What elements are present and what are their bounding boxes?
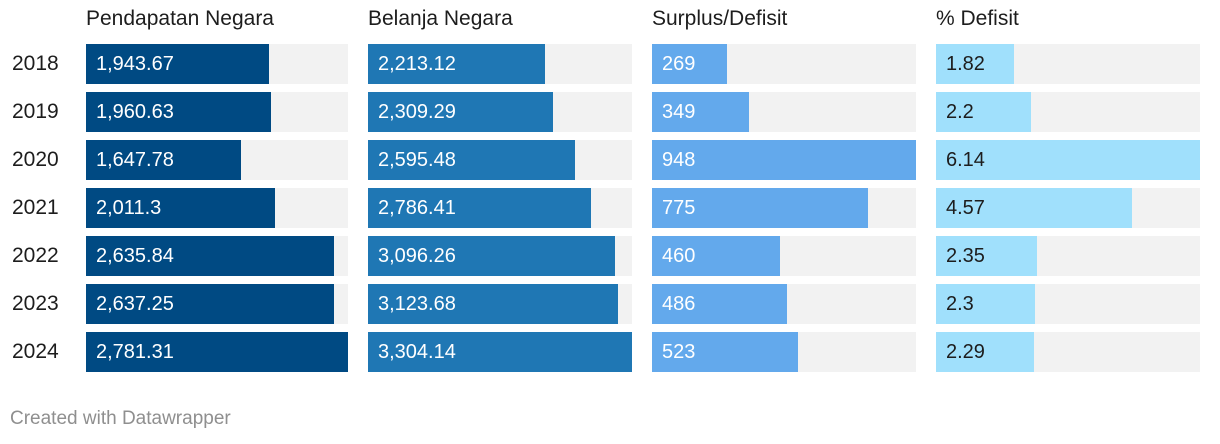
bar-value-label: 948 — [662, 149, 696, 171]
bar-belanja-negara-2018 — [368, 44, 545, 84]
bar-defisit-2024 — [936, 332, 1034, 372]
bar-value-label: 6.14 — [946, 149, 985, 171]
year-label-2023: 2023 — [12, 292, 59, 315]
bar-value-label: 2,637.25 — [96, 293, 174, 315]
bar-surplus-defisit-2019 — [652, 92, 749, 132]
bar-belanja-negara-2019 — [368, 92, 553, 132]
column-header-pendapatan-negara: Pendapatan Negara — [86, 7, 274, 30]
bar-surplus-defisit-2024 — [652, 332, 798, 372]
bar-value-label: 349 — [662, 101, 696, 123]
bar-defisit-2018 — [936, 44, 1014, 84]
bar-surplus-defisit-2020 — [652, 140, 916, 180]
bar-defisit-2020 — [936, 140, 1200, 180]
bar-track: 2.3 — [936, 284, 1200, 324]
bar-value-label: 2,213.12 — [378, 53, 456, 75]
bar-pendapatan-negara-2020 — [86, 140, 241, 180]
datawrapper-credit: Created with Datawrapper — [10, 408, 231, 429]
bar-track: 948 — [652, 140, 916, 180]
bar-track: 2,309.29 — [368, 92, 632, 132]
bar-value-label: 1,960.63 — [96, 101, 174, 123]
bar-value-label: 2,781.31 — [96, 341, 174, 363]
year-label-2022: 2022 — [12, 244, 59, 267]
bar-value-label: 775 — [662, 197, 696, 219]
bar-track: 3,096.26 — [368, 236, 632, 276]
year-label-2021: 2021 — [12, 196, 59, 219]
bar-value-label: 1,647.78 — [96, 149, 174, 171]
bar-track: 1,943.67 — [86, 44, 348, 84]
bar-surplus-defisit-2018 — [652, 44, 727, 84]
bar-track: 2,637.25 — [86, 284, 348, 324]
bar-track: 4.57 — [936, 188, 1200, 228]
bar-track: 2.2 — [936, 92, 1200, 132]
bar-pendapatan-negara-2023 — [86, 284, 334, 324]
bar-belanja-negara-2021 — [368, 188, 591, 228]
bar-defisit-2019 — [936, 92, 1031, 132]
bar-surplus-defisit-2022 — [652, 236, 780, 276]
bar-track: 1,647.78 — [86, 140, 348, 180]
bar-belanja-negara-2024 — [368, 332, 632, 372]
bar-value-label: 2.29 — [946, 341, 985, 363]
bar-value-label: 2.2 — [946, 101, 974, 123]
bar-value-label: 2,011.3 — [96, 197, 162, 219]
bar-value-label: 3,304.14 — [378, 341, 456, 363]
bar-value-label: 2,635.84 — [96, 245, 174, 267]
bar-track: 2,786.41 — [368, 188, 632, 228]
bar-track: 486 — [652, 284, 916, 324]
bar-pendapatan-negara-2024 — [86, 332, 348, 372]
bar-value-label: 2,786.41 — [378, 197, 456, 219]
bar-surplus-defisit-2021 — [652, 188, 868, 228]
bar-track: 3,304.14 — [368, 332, 632, 372]
bar-track: 775 — [652, 188, 916, 228]
bar-belanja-negara-2023 — [368, 284, 618, 324]
bar-value-label: 4.57 — [946, 197, 985, 219]
bar-track: 460 — [652, 236, 916, 276]
year-label-2019: 2019 — [12, 100, 59, 123]
bar-track: 269 — [652, 44, 916, 84]
year-label-2020: 2020 — [12, 148, 59, 171]
bar-track: 523 — [652, 332, 916, 372]
bar-defisit-2023 — [936, 284, 1035, 324]
bar-track: 2,213.12 — [368, 44, 632, 84]
bar-track: 349 — [652, 92, 916, 132]
bar-track: 2,635.84 — [86, 236, 348, 276]
bar-value-label: 2,595.48 — [378, 149, 456, 171]
column-header-defisit: % Defisit — [936, 7, 1019, 30]
bar-value-label: 1,943.67 — [96, 53, 174, 75]
bar-value-label: 460 — [662, 245, 696, 267]
bar-value-label: 523 — [662, 341, 696, 363]
bar-defisit-2021 — [936, 188, 1132, 228]
bar-table-chart: 2018 2019 2020 2021 2022 2023 2024 Pendapatan N… — [12, 7, 1200, 372]
bar-pendapatan-negara-2018 — [86, 44, 269, 84]
bar-track: 1,960.63 — [86, 92, 348, 132]
bar-belanja-negara-2020 — [368, 140, 575, 180]
bar-track: 6.14 — [936, 140, 1200, 180]
bar-value-label: 1.82 — [946, 53, 985, 75]
bar-track: 2,011.3 — [86, 188, 348, 228]
bar-value-label: 2,309.29 — [378, 101, 456, 123]
column-header-surplus-defisit: Surplus/Defisit — [652, 7, 788, 30]
bar-track: 2.35 — [936, 236, 1200, 276]
bar-defisit-2022 — [936, 236, 1037, 276]
bar-surplus-defisit-2023 — [652, 284, 787, 324]
bar-track: 2,595.48 — [368, 140, 632, 180]
bar-pendapatan-negara-2021 — [86, 188, 275, 228]
bar-value-label: 3,123.68 — [378, 293, 456, 315]
bar-value-label: 3,096.26 — [378, 245, 456, 267]
column-header-belanja-negara: Belanja Negara — [368, 7, 513, 30]
bar-track: 2.29 — [936, 332, 1200, 372]
bar-pendapatan-negara-2022 — [86, 236, 334, 276]
bar-track: 2,781.31 — [86, 332, 348, 372]
bar-value-label: 2.35 — [946, 245, 985, 267]
bar-track: 3,123.68 — [368, 284, 632, 324]
bar-value-label: 486 — [662, 293, 696, 315]
bar-belanja-negara-2022 — [368, 236, 615, 276]
bar-track: 1.82 — [936, 44, 1200, 84]
year-label-2024: 2024 — [12, 340, 59, 363]
year-label-2018: 2018 — [12, 52, 59, 75]
bar-pendapatan-negara-2019 — [86, 92, 271, 132]
bar-value-label: 269 — [662, 53, 696, 75]
bar-value-label: 2.3 — [946, 293, 974, 315]
